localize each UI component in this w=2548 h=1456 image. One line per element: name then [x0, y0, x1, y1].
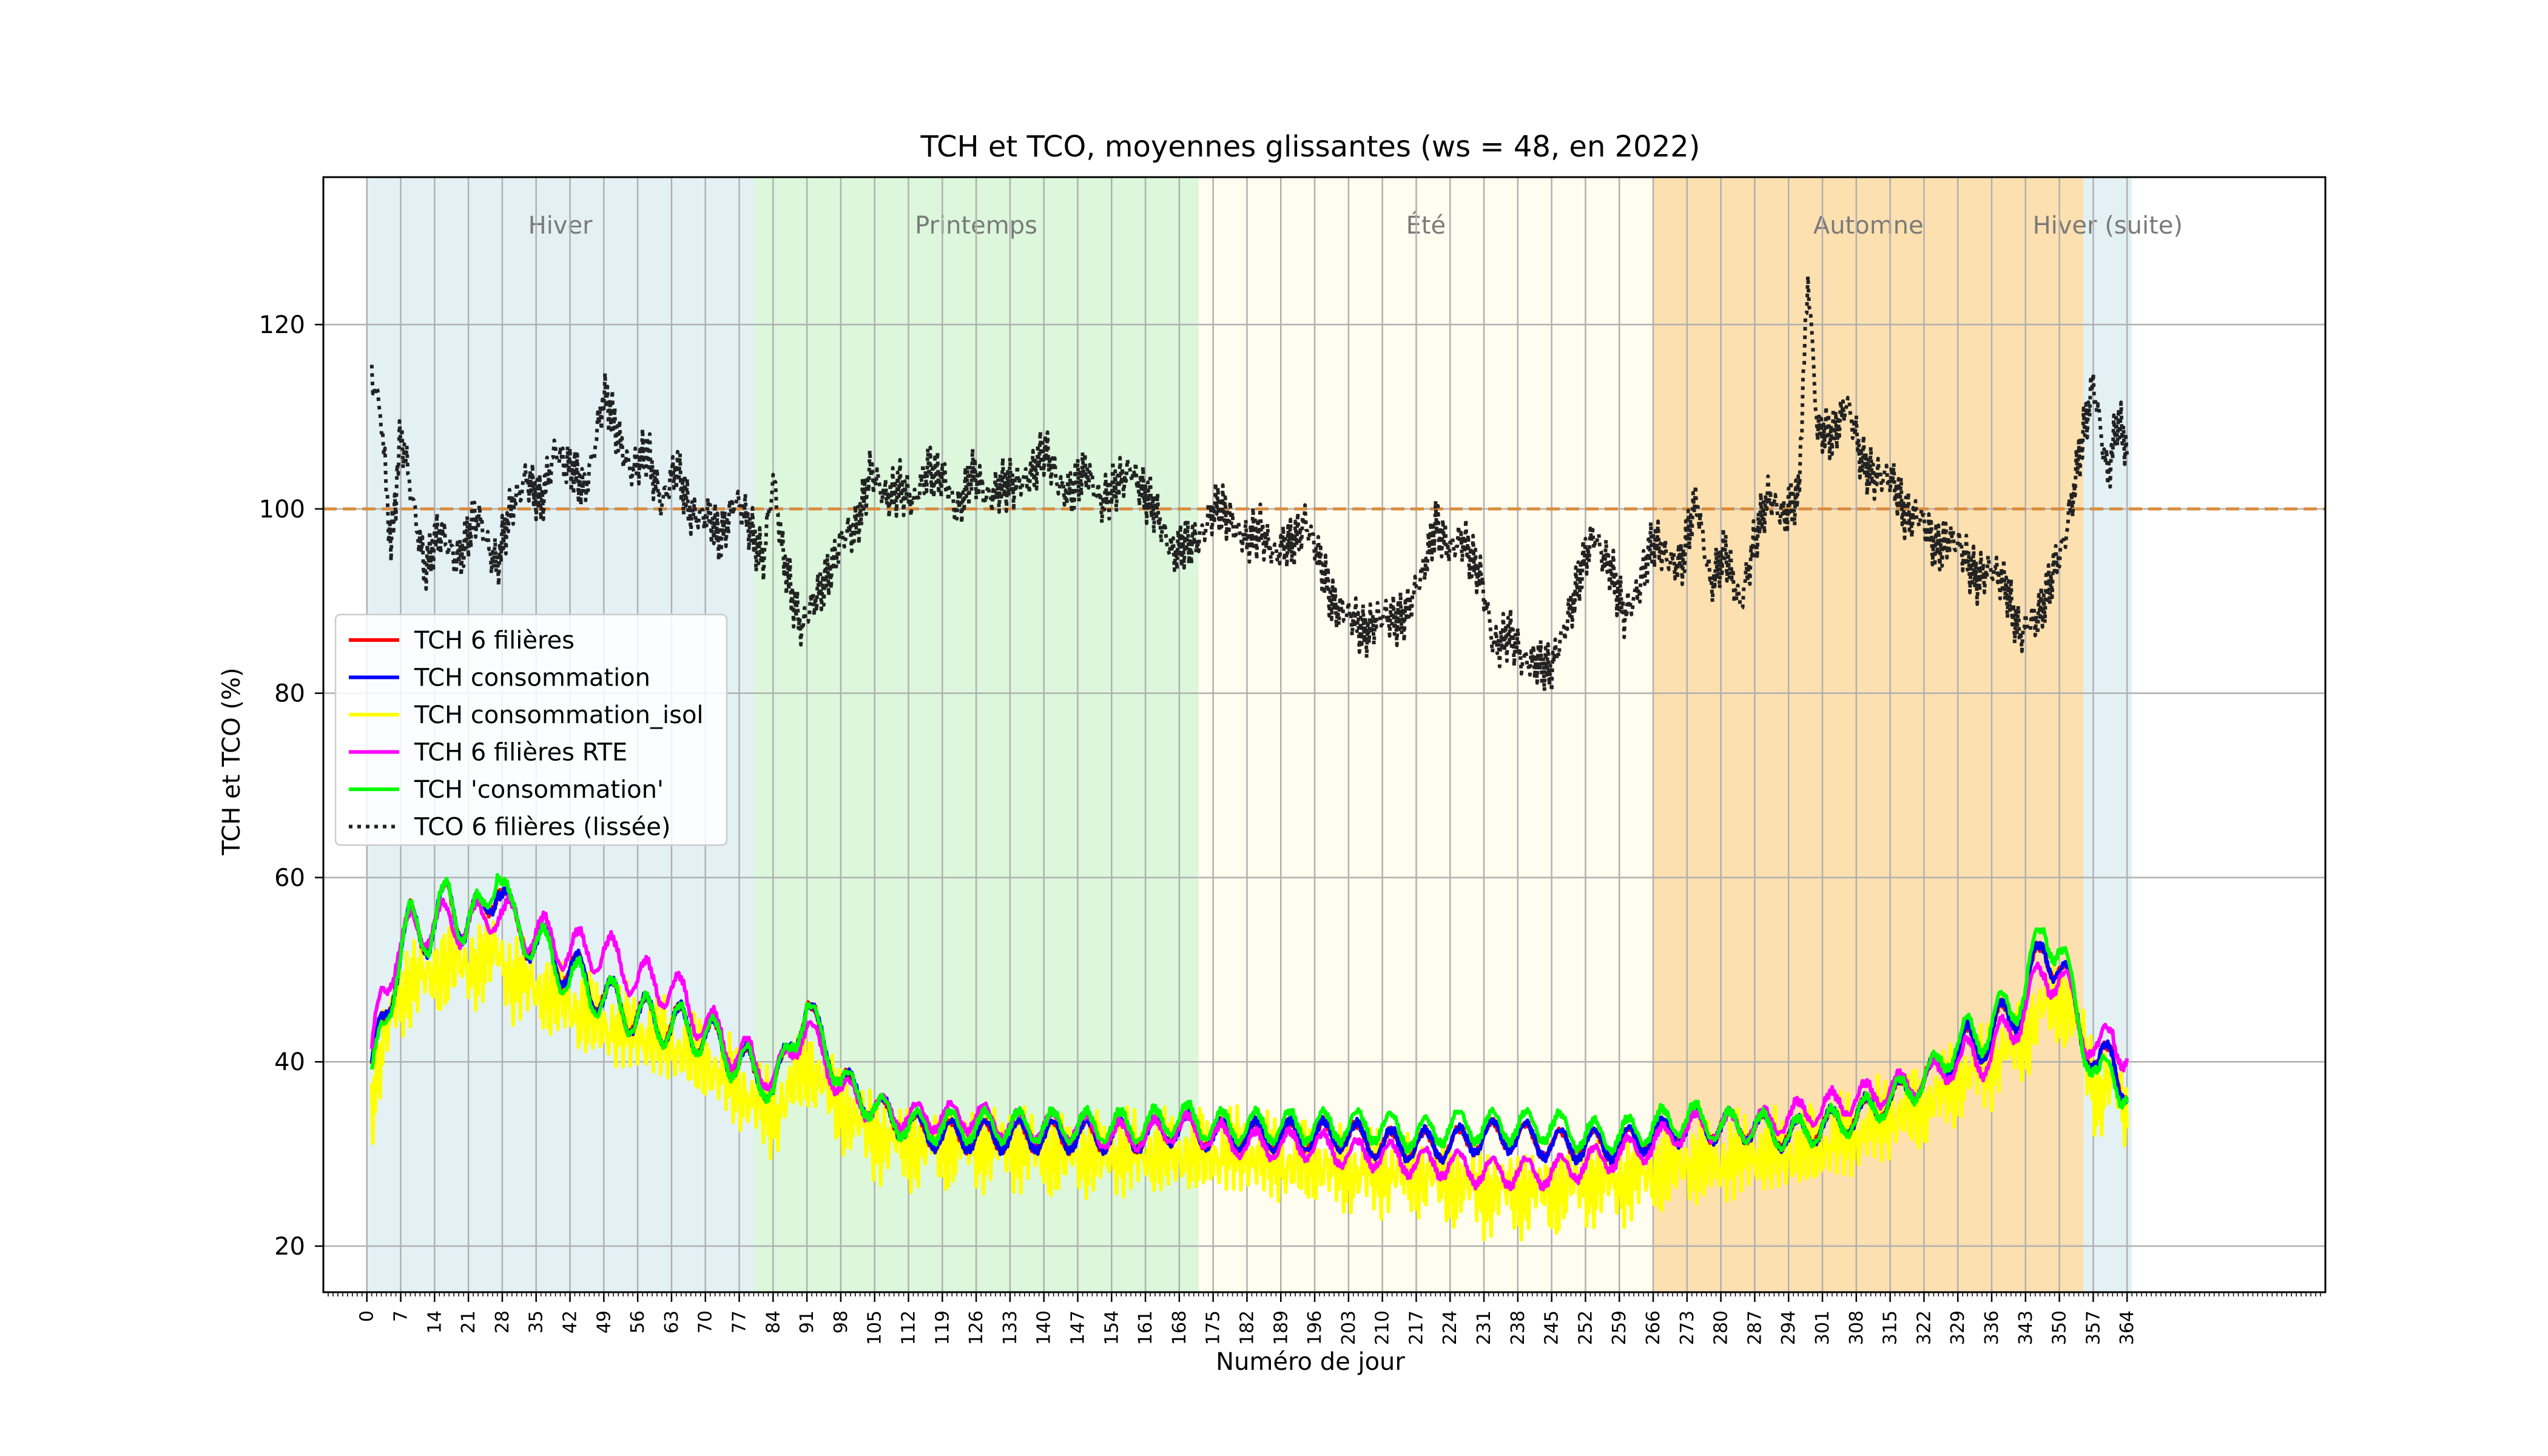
x-tick-label-16: 112: [898, 1310, 919, 1345]
legend-box: [334, 613, 728, 846]
season-label-4: Hiver (suite): [2033, 212, 2183, 240]
series-line-2: [369, 914, 2129, 1242]
season-label-0: Hiver: [528, 212, 593, 240]
x-tick-label-15: 105: [864, 1310, 886, 1345]
x-axis-label: Numéro de jour: [1216, 1348, 1405, 1376]
legend-label-5: TCO 6 filières (lissée): [414, 814, 670, 841]
y-tick-label-0: 20: [274, 1233, 305, 1261]
x-tick-label-31: 217: [1406, 1310, 1427, 1345]
series-line-5: [369, 274, 2129, 693]
x-tick-label-29: 203: [1338, 1310, 1360, 1345]
x-tick-label-52: 364: [2117, 1310, 2138, 1345]
x-tick-label-51: 357: [2083, 1310, 2104, 1345]
x-tick-label-38: 266: [1643, 1310, 1664, 1345]
x-tick-label-5: 35: [526, 1310, 547, 1333]
x-tick-label-11: 77: [729, 1310, 750, 1333]
x-tick-label-13: 91: [797, 1310, 818, 1333]
x-tick-label-4: 28: [492, 1310, 513, 1333]
x-tick-label-25: 175: [1203, 1310, 1224, 1345]
x-tick-label-3: 21: [458, 1310, 479, 1333]
x-tick-label-0: 0: [357, 1310, 378, 1322]
x-tick-label-12: 84: [763, 1310, 784, 1333]
x-tick-label-8: 56: [627, 1310, 649, 1333]
series-line-4: [369, 873, 2129, 1156]
axes: 0 7 14 21 28 35 42 49 56 63 70 77 84 91 98 105 112 119 126…: [259, 176, 2327, 1345]
x-tick-label-1: 7: [391, 1310, 412, 1322]
y-tick-label-4: 100: [259, 496, 305, 524]
legend-label-2: TCH consommation_isol: [414, 701, 704, 729]
x-tick-label-46: 322: [1913, 1310, 1935, 1345]
x-tick-label-27: 189: [1270, 1310, 1292, 1345]
series-lines: [369, 274, 2129, 1242]
x-tick-label-23: 161: [1135, 1310, 1156, 1345]
x-tick-label-20: 140: [1034, 1310, 1055, 1345]
x-tick-label-36: 252: [1575, 1310, 1596, 1345]
y-axis-label: TCH et TCO (%): [218, 667, 246, 855]
season-band-2: [1198, 177, 1654, 1292]
x-tick-label-49: 343: [2015, 1310, 2037, 1345]
series-line-3: [369, 893, 2129, 1191]
x-tick-label-32: 224: [1440, 1310, 1461, 1345]
y-tick-label-3: 80: [274, 680, 305, 708]
x-tick-label-17: 119: [932, 1310, 953, 1345]
season-bands: Hiver Printemps Été Automne Hiver (suite): [366, 177, 2183, 1292]
x-tick-label-48: 336: [1981, 1310, 2003, 1345]
y-tick-label-5: 120: [259, 311, 305, 339]
x-tick-label-50: 350: [2049, 1310, 2071, 1345]
chart-title: TCH et TCO, moyennes glissantes (ws = 48…: [920, 130, 1700, 164]
x-tick-label-43: 301: [1812, 1310, 1833, 1345]
x-tick-label-34: 238: [1508, 1310, 1529, 1345]
x-tick-label-21: 147: [1067, 1310, 1088, 1345]
x-tick-label-6: 42: [560, 1310, 581, 1333]
season-label-3: Automne: [1813, 212, 1924, 240]
x-tick-label-47: 329: [1947, 1310, 1969, 1345]
legend-label-3: TCH 6 filières RTE: [414, 739, 627, 767]
x-tick-label-37: 259: [1609, 1310, 1630, 1345]
x-tick-label-10: 70: [695, 1310, 716, 1333]
x-tick-label-18: 126: [966, 1310, 987, 1345]
x-tick-label-39: 273: [1677, 1310, 1698, 1345]
x-tick-label-14: 98: [831, 1310, 852, 1333]
x-tick-label-24: 168: [1169, 1310, 1190, 1345]
x-tick-label-40: 280: [1711, 1310, 1732, 1345]
x-tick-label-41: 287: [1744, 1310, 1765, 1345]
x-tick-label-42: 294: [1778, 1310, 1799, 1345]
x-tick-label-9: 63: [661, 1310, 682, 1333]
x-tick-label-30: 210: [1372, 1310, 1394, 1345]
legend-label-4: TCH 'consommation': [414, 776, 664, 804]
season-label-2: Été: [1406, 211, 1446, 240]
x-tick-label-7: 49: [593, 1310, 615, 1333]
x-tick-label-2: 14: [424, 1310, 445, 1333]
x-tick-label-35: 245: [1542, 1310, 1563, 1345]
x-tick-label-22: 154: [1101, 1310, 1122, 1345]
x-tick-label-19: 133: [1000, 1310, 1021, 1345]
x-tick-label-26: 182: [1236, 1310, 1258, 1345]
x-tick-label-28: 196: [1304, 1310, 1326, 1345]
y-tick-label-2: 60: [274, 864, 305, 892]
x-tick-label-33: 231: [1474, 1310, 1495, 1345]
legend: TCH 6 filières TCH consommation TCH consom…: [334, 613, 728, 846]
season-band-3: [1653, 177, 2084, 1292]
x-tick-label-45: 315: [1880, 1310, 1901, 1345]
y-tick-label-1: 40: [274, 1048, 305, 1076]
x-tick-label-44: 308: [1846, 1310, 1867, 1345]
legend-label-1: TCH consommation: [414, 664, 650, 692]
legend-label-0: TCH 6 filières: [414, 627, 575, 655]
